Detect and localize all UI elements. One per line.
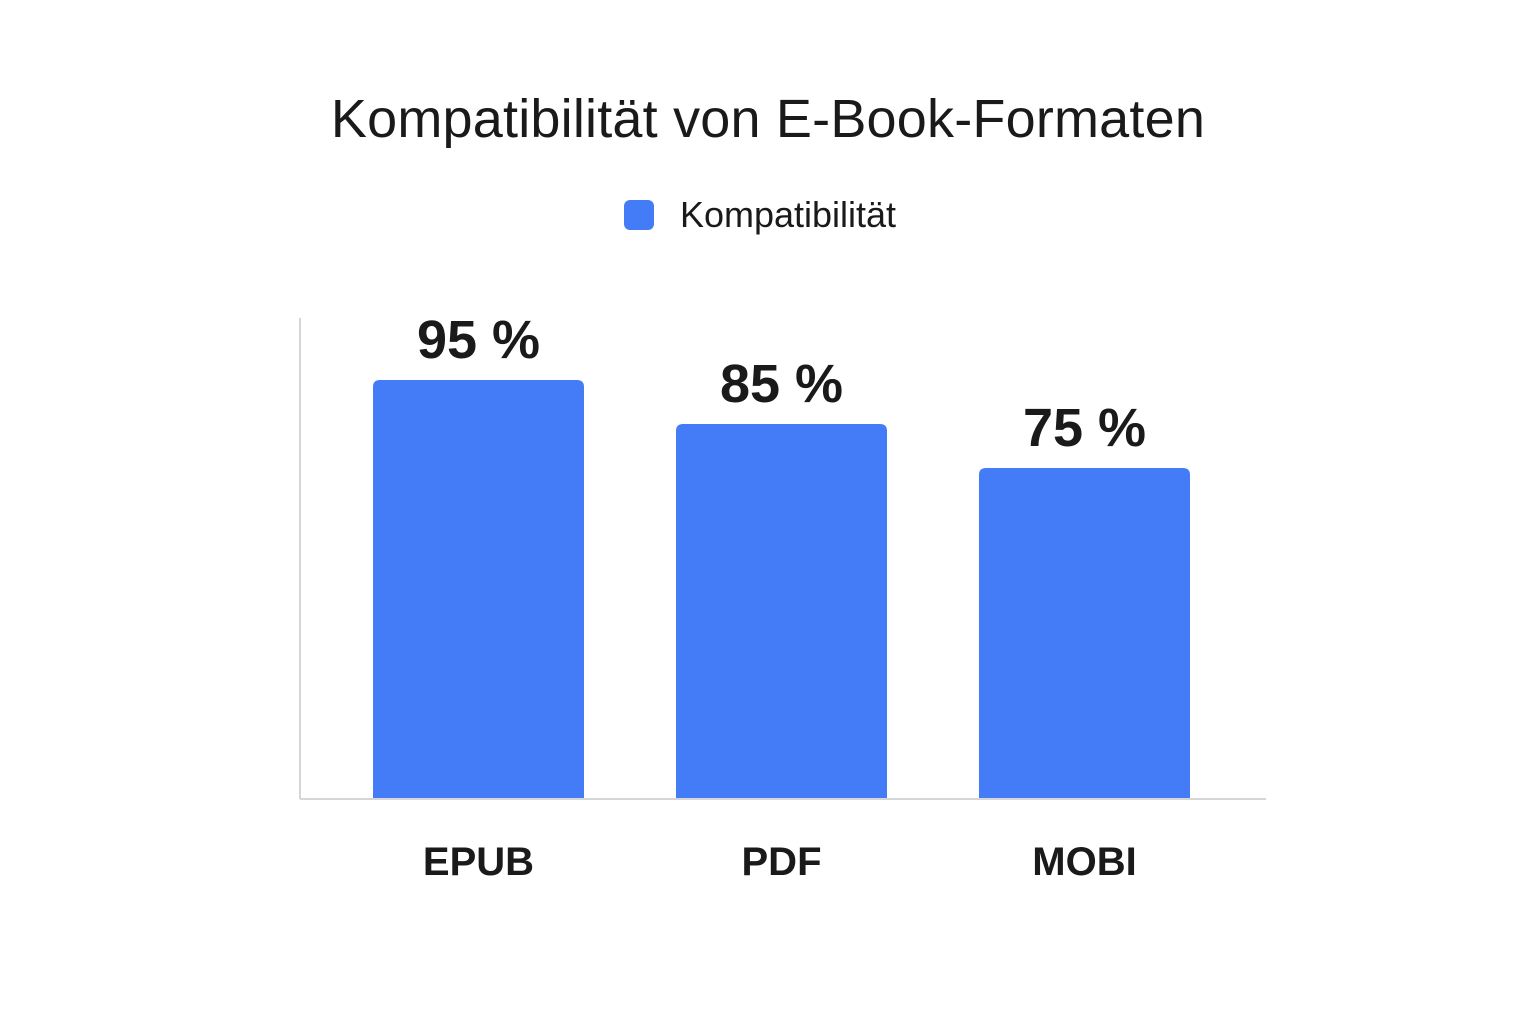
legend: Kompatibilität: [0, 192, 1536, 238]
tick-labels-group: EPUB PDF MOBI: [423, 840, 1137, 884]
legend-swatch: [623, 200, 654, 230]
bars-group: [373, 380, 1190, 798]
value-label-epub: 95 %: [417, 310, 540, 370]
bar-epub: [373, 380, 584, 798]
value-label-mobi: 75 %: [1023, 398, 1146, 458]
bar-pdf: [676, 424, 887, 798]
chart-title: Kompatibilität von E-Book-Formaten: [330, 89, 1206, 149]
tick-label-pdf: PDF: [742, 840, 822, 884]
tick-label-epub: EPUB: [423, 840, 534, 884]
bar-mobi: [979, 468, 1190, 798]
value-label-pdf: 85 %: [720, 354, 843, 414]
legend-label: Kompatibilität: [679, 194, 897, 235]
tick-label-mobi: MOBI: [1032, 840, 1136, 884]
value-labels-group: 95 % 85 % 75 %: [417, 310, 1146, 458]
